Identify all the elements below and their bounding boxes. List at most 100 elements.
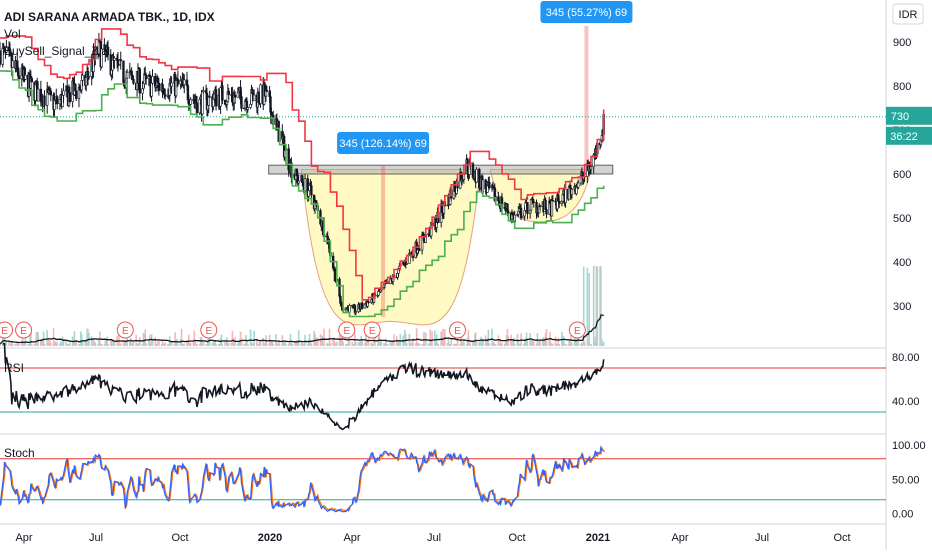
candle-body <box>551 200 555 202</box>
candle-body <box>170 82 173 87</box>
candle-body <box>354 311 358 313</box>
earnings-marker[interactable] <box>116 321 134 339</box>
volume-bar <box>376 343 379 346</box>
last-price-badge: 730 <box>886 106 932 125</box>
measure-label-2-text: 345 (55.27%) 69 <box>546 7 627 19</box>
candle-body <box>519 207 523 219</box>
time-axis[interactable]: Apr Jul Oct 2020 Apr Jul Oct 2021 Apr Jul Oct <box>15 532 850 544</box>
stoch-axis: 100.00 50.00 0.00 <box>892 440 926 521</box>
volume-bar <box>571 342 573 346</box>
candle-body <box>119 59 122 62</box>
volume-bar <box>601 343 604 346</box>
volume-bar <box>148 334 151 346</box>
volume-bar <box>358 342 361 346</box>
volume-bar <box>181 343 184 346</box>
volume-bar <box>162 343 165 346</box>
volume-bar <box>189 343 192 346</box>
candle-body <box>488 181 491 189</box>
volume-bar <box>308 333 311 346</box>
volume-bar <box>428 342 431 346</box>
time-tick-label: Jul <box>427 532 441 544</box>
stoch-label[interactable]: Stoch <box>4 446 35 460</box>
volume-bar <box>278 343 281 346</box>
volume-bar <box>287 343 290 346</box>
volume-bar <box>511 339 513 346</box>
candle-body <box>310 185 313 196</box>
volume-bar <box>4 342 7 346</box>
rsi-label[interactable]: RSI <box>4 361 24 375</box>
volume-bar <box>557 337 560 346</box>
currency-button[interactable]: IDR <box>892 3 924 25</box>
volume-bar <box>323 328 325 346</box>
volume-bar <box>361 339 364 346</box>
volume-bar <box>131 343 134 346</box>
earnings-marker[interactable] <box>338 321 356 339</box>
volume-bar <box>454 343 457 346</box>
volume-bar <box>105 338 108 346</box>
earnings-marker[interactable] <box>200 321 218 339</box>
volume-bar <box>538 340 541 346</box>
earnings-marker[interactable] <box>568 321 586 339</box>
candle-body <box>122 60 125 83</box>
candle-body <box>361 302 364 309</box>
volume-bar <box>384 343 386 346</box>
candle-body <box>252 94 256 102</box>
volume-bar <box>390 343 393 346</box>
volume-bar <box>480 336 482 346</box>
volume-bar <box>170 340 173 346</box>
volume-bar <box>360 335 363 346</box>
volume-bar <box>79 331 82 346</box>
earnings-marker[interactable] <box>0 321 14 339</box>
volume-bar <box>494 343 497 346</box>
candle-body <box>201 91 204 115</box>
volume-bar <box>54 341 57 346</box>
volume-bar <box>456 331 459 346</box>
volume-bar <box>33 343 36 346</box>
volume-bar <box>148 339 150 346</box>
volume-bar <box>155 343 157 346</box>
earnings-marker[interactable] <box>15 321 33 339</box>
volume-bar <box>193 330 196 346</box>
volume-bar <box>506 328 509 346</box>
earnings-marker[interactable] <box>449 321 467 339</box>
earnings-marker-label: E <box>369 326 376 337</box>
volume-bar <box>60 343 63 346</box>
candle-body <box>100 48 103 68</box>
earnings-marker[interactable] <box>363 321 381 339</box>
volume-bar <box>513 337 515 346</box>
volume-bar <box>568 340 570 346</box>
volume-bar <box>449 343 452 346</box>
indicator-signal-label[interactable]: BuySell_Signal_Zia <box>4 44 108 58</box>
volume-bar <box>558 343 560 346</box>
price-tick-label: 300 <box>893 301 911 313</box>
volume-bar <box>590 343 592 346</box>
volume-bar <box>373 333 375 346</box>
candle-body <box>367 301 370 303</box>
candle-body <box>532 201 535 203</box>
volume-bar <box>335 343 337 346</box>
volume-bar <box>443 342 445 346</box>
volume-bar <box>542 338 544 346</box>
volume-bar <box>321 335 324 346</box>
volume-bar <box>156 343 158 346</box>
volume-bar <box>106 336 108 346</box>
volume-bar <box>138 337 141 346</box>
volume-bar <box>455 343 458 346</box>
volume-bar <box>30 343 33 346</box>
volume-bar <box>473 343 475 346</box>
time-tick-label: 2020 <box>258 532 282 544</box>
volume-bar <box>315 337 317 346</box>
volume-bar <box>467 329 470 346</box>
rsi-tick-label: 80.00 <box>892 352 920 364</box>
volume-bar <box>180 328 183 346</box>
volume-bar <box>41 338 44 346</box>
volume-bar <box>370 342 373 346</box>
resistance-zone[interactable] <box>268 164 614 175</box>
indicator-vol-label[interactable]: Vol <box>4 27 21 41</box>
volume-bar <box>290 342 293 346</box>
volume-bar <box>244 343 246 346</box>
volume-bar <box>466 337 469 346</box>
volume-bar <box>62 338 65 346</box>
volume-bar <box>266 343 268 346</box>
